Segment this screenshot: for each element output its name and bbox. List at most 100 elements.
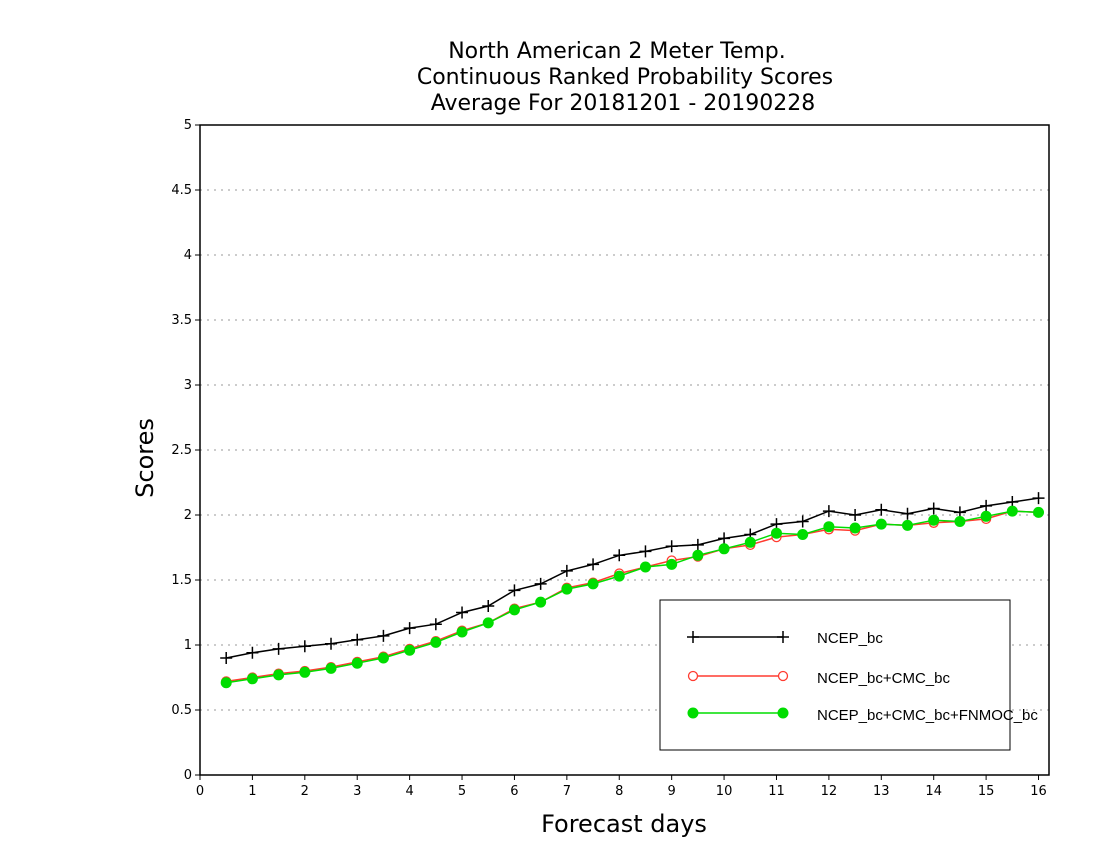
legend-box xyxy=(659,599,1011,751)
legend-marker-ncep-bc-cmc-bc xyxy=(777,670,789,682)
x-axis-title: Forecast days xyxy=(541,810,707,838)
data-point-ncep-bc-cmc-bc-fnmoc-bc xyxy=(823,521,835,533)
y-tick-label: 2 xyxy=(184,508,192,523)
data-point-ncep-bc-cmc-bc-fnmoc-bc xyxy=(954,516,966,527)
data-point-ncep-bc xyxy=(403,622,416,635)
data-point-ncep-bc xyxy=(377,629,390,642)
x-tick-label: 4 xyxy=(405,784,413,799)
data-point-ncep-bc xyxy=(796,515,809,528)
data-point-ncep-bc xyxy=(1032,492,1045,505)
data-point-ncep-bc xyxy=(272,642,285,655)
data-point-ncep-bc-cmc-bc-fnmoc-bc xyxy=(273,669,285,681)
legend-marker-ncep-bc-cmc-bc xyxy=(687,670,699,682)
data-point-ncep-bc xyxy=(927,502,940,515)
y-axis-title: Scores xyxy=(131,418,159,498)
axis-ticks: 00.511.522.533.544.550 1 2 3 4 5 6 7 8 9 10 11 12 13 1… xyxy=(171,118,1046,799)
data-point-ncep-bc-cmc-bc-fnmoc-bc xyxy=(246,673,258,685)
data-point-ncep-bc-cmc-bc-fnmoc-bc xyxy=(351,657,363,669)
legend-marker-ncep-bc xyxy=(687,631,699,643)
data-point-ncep-bc xyxy=(560,564,573,577)
series-ncep-bc-cmc-bc-fnmoc-bc xyxy=(220,505,1045,689)
data-point-ncep-bc-cmc-bc-fnmoc-bc xyxy=(404,644,416,656)
data-point-ncep-bc xyxy=(718,532,731,545)
data-point-ncep-bc xyxy=(980,499,993,512)
y-tick-label: 1.5 xyxy=(171,573,192,588)
data-point-ncep-bc-cmc-bc-fnmoc-bc xyxy=(770,527,782,539)
data-point-ncep-bc-cmc-bc-fnmoc-bc xyxy=(1006,505,1018,517)
data-point-ncep-bc xyxy=(691,538,704,551)
data-point-ncep-bc-cmc-bc-fnmoc-bc xyxy=(902,519,913,531)
x-tick-label: 12 xyxy=(821,784,838,799)
chart-title-line-2: Continuous Ranked Probability Scores xyxy=(417,65,833,90)
legend-label-ncep-bc: NCEP_bc xyxy=(817,630,883,647)
legend-label-ncep-bc-cmc-bc-fnmoc-bc: NCEP_bc+CMC_bc+FNMOC_bc xyxy=(817,707,1038,724)
data-point-ncep-bc-cmc-bc-fnmoc-bc xyxy=(692,549,704,561)
data-point-ncep-bc-cmc-bc-fnmoc-bc xyxy=(220,677,232,689)
data-point-ncep-bc xyxy=(482,600,495,612)
data-point-ncep-bc-cmc-bc-fnmoc-bc xyxy=(1033,506,1045,518)
x-tick-label: 10 xyxy=(716,784,733,799)
x-tick-label: 3 xyxy=(353,784,361,799)
data-point-ncep-bc-cmc-bc-fnmoc-bc xyxy=(875,518,887,530)
y-tick-label: 4.5 xyxy=(171,183,192,198)
chart-title-line-3: Average For 20181201 - 20190228 xyxy=(431,91,816,116)
data-point-ncep-bc xyxy=(613,549,626,562)
data-point-ncep-bc xyxy=(220,652,233,664)
legend-label-ncep-bc-cmc-bc: NCEP_bc+CMC_bc xyxy=(817,670,950,687)
y-tick-label: 3 xyxy=(184,378,192,393)
data-point-ncep-bc-cmc-bc-fnmoc-bc xyxy=(849,522,861,534)
data-point-ncep-bc xyxy=(822,505,835,518)
y-tick-label: 4 xyxy=(184,248,192,263)
legend-marker-ncep-bc-cmc-bc-fnmoc-bc xyxy=(777,707,789,719)
data-point-ncep-bc-cmc-bc-fnmoc-bc xyxy=(325,662,337,674)
y-tick-label: 5 xyxy=(184,118,192,133)
data-point-ncep-bc-cmc-bc-fnmoc-bc xyxy=(744,536,756,548)
data-point-ncep-bc xyxy=(351,633,364,646)
data-point-ncep-bc xyxy=(456,606,469,619)
data-point-ncep-bc-cmc-bc-fnmoc-bc xyxy=(561,583,573,595)
x-tick-label: 16 xyxy=(1030,784,1047,799)
x-tick-label: 9 xyxy=(668,784,676,799)
x-tick-label: 1 xyxy=(248,784,256,799)
y-tick-label: 3.5 xyxy=(171,313,192,328)
data-point-ncep-bc xyxy=(849,509,862,521)
data-point-ncep-bc-cmc-bc-fnmoc-bc xyxy=(535,596,547,608)
data-point-ncep-bc xyxy=(875,503,888,516)
data-point-ncep-bc-cmc-bc-fnmoc-bc xyxy=(928,514,940,526)
data-point-ncep-bc-cmc-bc-fnmoc-bc xyxy=(666,558,678,570)
chart-title-line-1: North American 2 Meter Temp. xyxy=(448,39,786,64)
x-tick-label: 13 xyxy=(873,784,890,799)
data-point-ncep-bc-cmc-bc-fnmoc-bc xyxy=(377,652,389,664)
data-point-ncep-bc-cmc-bc-fnmoc-bc xyxy=(456,626,468,638)
x-tick-label: 7 xyxy=(563,784,571,799)
data-point-ncep-bc xyxy=(298,640,311,653)
x-tick-label: 8 xyxy=(615,784,623,799)
data-point-ncep-bc xyxy=(508,584,521,597)
data-point-ncep-bc xyxy=(246,646,259,659)
data-point-ncep-bc-cmc-bc-fnmoc-bc xyxy=(639,561,651,573)
y-tick-label: 2.5 xyxy=(171,443,192,458)
x-tick-label: 6 xyxy=(510,784,518,799)
data-point-ncep-bc xyxy=(901,507,914,520)
data-point-ncep-bc xyxy=(665,540,678,553)
x-tick-label: 2 xyxy=(301,784,309,799)
data-point-ncep-bc xyxy=(429,618,442,631)
data-point-ncep-bc xyxy=(325,637,338,650)
legend-marker-ncep-bc xyxy=(777,631,789,643)
legend-marker-ncep-bc-cmc-bc-fnmoc-bc xyxy=(687,707,699,719)
data-point-ncep-bc-cmc-bc-fnmoc-bc xyxy=(508,604,520,616)
x-tick-label: 5 xyxy=(458,784,466,799)
data-point-ncep-bc xyxy=(639,545,652,558)
data-point-ncep-bc-cmc-bc-fnmoc-bc xyxy=(797,529,809,540)
data-point-ncep-bc-cmc-bc-fnmoc-bc xyxy=(613,570,625,582)
legend: NCEP_bc NCEP_bc+CMC_bc NCEP_bc+CMC_bc+FN… xyxy=(659,599,1038,751)
data-point-ncep-bc-cmc-bc-fnmoc-bc xyxy=(718,543,730,555)
x-tick-label: 11 xyxy=(768,784,785,799)
data-point-ncep-bc-cmc-bc-fnmoc-bc xyxy=(482,617,494,629)
y-tick-label: 0 xyxy=(184,768,192,783)
y-tick-label: 0.5 xyxy=(171,703,192,718)
series-lines xyxy=(220,492,1045,689)
x-tick-label: 15 xyxy=(978,784,995,799)
y-tick-label: 1 xyxy=(184,638,192,653)
